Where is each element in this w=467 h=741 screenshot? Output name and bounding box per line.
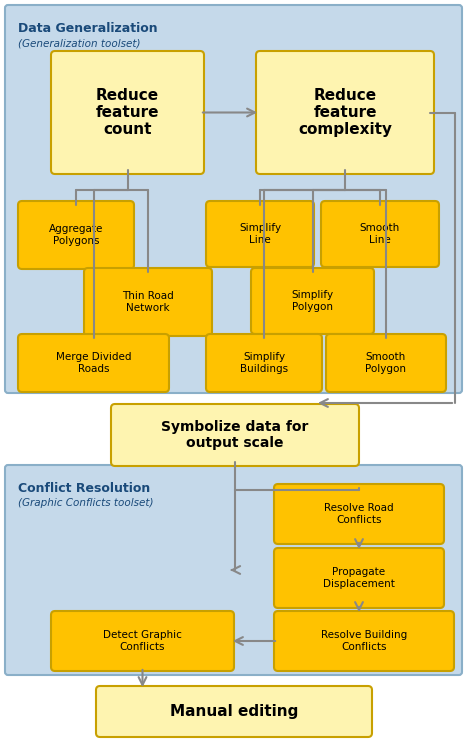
Text: Simplify
Buildings: Simplify Buildings bbox=[240, 352, 288, 373]
FancyBboxPatch shape bbox=[274, 548, 444, 608]
FancyBboxPatch shape bbox=[251, 268, 374, 334]
Text: Aggregate
Polygons: Aggregate Polygons bbox=[49, 225, 103, 246]
FancyBboxPatch shape bbox=[18, 201, 134, 269]
FancyBboxPatch shape bbox=[51, 51, 204, 174]
Text: Reduce
feature
complexity: Reduce feature complexity bbox=[298, 87, 392, 137]
Text: Propagate
Displacement: Propagate Displacement bbox=[323, 567, 395, 589]
Text: Smooth
Polygon: Smooth Polygon bbox=[366, 352, 406, 373]
Text: Resolve Building
Conflicts: Resolve Building Conflicts bbox=[321, 630, 407, 652]
Text: Reduce
feature
count: Reduce feature count bbox=[96, 87, 159, 137]
Text: Merge Divided
Roads: Merge Divided Roads bbox=[56, 352, 131, 373]
FancyBboxPatch shape bbox=[84, 268, 212, 336]
Text: Conflict Resolution: Conflict Resolution bbox=[18, 482, 150, 495]
Text: Data Generalization: Data Generalization bbox=[18, 22, 158, 35]
FancyBboxPatch shape bbox=[206, 334, 322, 392]
FancyBboxPatch shape bbox=[206, 201, 314, 267]
Text: Symbolize data for
output scale: Symbolize data for output scale bbox=[161, 420, 309, 450]
Text: (Generalization toolset): (Generalization toolset) bbox=[18, 38, 141, 48]
Text: (Graphic Conflicts toolset): (Graphic Conflicts toolset) bbox=[18, 498, 154, 508]
Text: Simplify
Polygon: Simplify Polygon bbox=[291, 290, 333, 312]
FancyBboxPatch shape bbox=[256, 51, 434, 174]
Text: Manual editing: Manual editing bbox=[170, 704, 298, 719]
Text: Detect Graphic
Conflicts: Detect Graphic Conflicts bbox=[103, 630, 182, 652]
FancyBboxPatch shape bbox=[274, 611, 454, 671]
FancyBboxPatch shape bbox=[96, 686, 372, 737]
FancyBboxPatch shape bbox=[51, 611, 234, 671]
FancyBboxPatch shape bbox=[274, 484, 444, 544]
Text: Simplify
Line: Simplify Line bbox=[239, 223, 281, 245]
Text: Smooth
Line: Smooth Line bbox=[360, 223, 400, 245]
FancyBboxPatch shape bbox=[5, 465, 462, 675]
Text: Thin Road
Network: Thin Road Network bbox=[122, 291, 174, 313]
FancyBboxPatch shape bbox=[321, 201, 439, 267]
FancyBboxPatch shape bbox=[326, 334, 446, 392]
FancyBboxPatch shape bbox=[18, 334, 169, 392]
FancyBboxPatch shape bbox=[5, 5, 462, 393]
FancyBboxPatch shape bbox=[111, 404, 359, 466]
Text: Resolve Road
Conflicts: Resolve Road Conflicts bbox=[324, 503, 394, 525]
